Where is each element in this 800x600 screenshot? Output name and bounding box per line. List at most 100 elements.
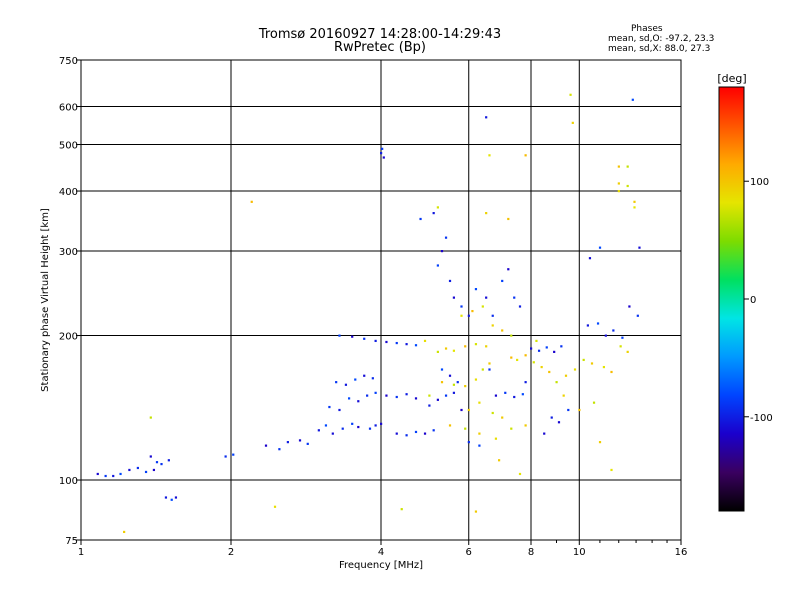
data-point-o xyxy=(119,472,122,476)
x-tick-label: 10 xyxy=(573,547,586,558)
axis-ticks: 1 2 4 6 8 10 16 75 100 200 300 400 500 600 750 xyxy=(59,56,687,558)
x-axis-label: Frequency [MHz] xyxy=(339,560,423,571)
data-point-o xyxy=(357,400,360,403)
data-point-o xyxy=(567,408,570,412)
data-point-o xyxy=(338,408,341,412)
data-point-x xyxy=(478,432,481,435)
data-point-o xyxy=(513,395,516,399)
colorbar-scale xyxy=(718,86,745,512)
data-point-o xyxy=(405,434,408,437)
data-point-o xyxy=(452,296,456,299)
data-point-o xyxy=(436,264,439,267)
data-point-x xyxy=(590,362,594,365)
data-point-o xyxy=(136,466,139,470)
data-point-x xyxy=(510,427,513,430)
data-point-x xyxy=(633,206,636,209)
data-point-x xyxy=(471,309,474,313)
colorbar-tick-label: -100 xyxy=(750,413,773,424)
data-point-o xyxy=(444,236,448,239)
data-point-o xyxy=(380,152,383,155)
data-point-x xyxy=(488,154,491,157)
data-point-o xyxy=(537,349,541,352)
data-point-o xyxy=(444,394,448,397)
data-point-x xyxy=(501,416,504,419)
data-point-o xyxy=(264,444,268,447)
data-point-x xyxy=(518,472,522,476)
data-point-x xyxy=(573,368,577,371)
data-point-o xyxy=(428,404,431,407)
data-point-x xyxy=(497,459,501,462)
data-point-o xyxy=(96,472,99,476)
data-point-x xyxy=(428,394,431,397)
phases-heading: Phases xyxy=(631,24,663,34)
data-point-o xyxy=(385,340,388,344)
data-point-x xyxy=(610,370,613,374)
data-point-o xyxy=(423,432,427,435)
data-point-x xyxy=(273,505,277,508)
data-point-o xyxy=(501,279,504,283)
data-point-x xyxy=(464,427,467,430)
data-point-o xyxy=(324,424,328,427)
data-point-x xyxy=(626,350,629,353)
data-point-o xyxy=(638,246,641,249)
data-point-x xyxy=(510,334,513,337)
colorbar-ticks: 100 0 -100 xyxy=(744,177,773,424)
data-point-o xyxy=(419,217,422,221)
x-tick-label: 1 xyxy=(78,547,84,558)
data-point-x xyxy=(444,347,448,350)
data-point-x xyxy=(626,184,629,188)
data-point-x xyxy=(485,212,488,215)
data-point-x xyxy=(478,401,481,404)
data-point-o xyxy=(448,279,452,283)
data-point-o xyxy=(306,442,309,445)
data-point-x xyxy=(535,339,538,343)
data-point-o xyxy=(382,156,385,159)
colorbar-tick-label: 100 xyxy=(750,177,769,188)
data-point-o xyxy=(351,422,354,425)
data-point-x xyxy=(569,93,572,96)
data-point-o xyxy=(485,116,488,119)
data-point-x xyxy=(619,345,622,348)
y-tick-label: 100 xyxy=(59,476,78,487)
data-point-o xyxy=(149,455,152,458)
data-point-x xyxy=(474,343,478,346)
data-point-o xyxy=(485,296,488,299)
data-point-x xyxy=(460,314,463,317)
data-point-o xyxy=(553,350,556,353)
data-point-o xyxy=(586,324,589,327)
data-point-o xyxy=(368,427,372,430)
data-point-x xyxy=(602,365,606,369)
data-point-o xyxy=(488,368,491,371)
data-point-x xyxy=(524,354,527,357)
colorbar: [deg] 100 0 -100 xyxy=(717,72,773,512)
data-point-x xyxy=(474,510,478,513)
data-point-x xyxy=(592,401,596,404)
data-point-o xyxy=(374,391,377,394)
data-point-o xyxy=(331,432,334,435)
data-point-o xyxy=(436,398,439,401)
data-point-o xyxy=(366,394,369,397)
chart-subtitle: RwPretec (Bp) xyxy=(333,40,427,55)
data-point-x xyxy=(571,121,574,124)
data-point-o xyxy=(560,345,563,348)
y-tick-label: 500 xyxy=(59,141,78,152)
data-point-x xyxy=(452,383,456,386)
data-point-o xyxy=(374,424,377,427)
x-tick-label: 4 xyxy=(378,547,384,558)
data-point-o xyxy=(518,305,522,308)
data-point-o xyxy=(278,448,281,451)
data-point-o xyxy=(612,329,615,332)
data-point-x xyxy=(491,411,494,415)
data-point-o xyxy=(456,381,459,384)
data-point-o xyxy=(351,335,354,338)
data-point-o xyxy=(328,405,331,409)
data-point-o xyxy=(224,455,227,458)
data-point-o xyxy=(467,314,470,317)
data-point-o xyxy=(550,416,553,419)
x-tick-label: 8 xyxy=(528,547,534,558)
data-point-o xyxy=(557,421,561,424)
data-point-o xyxy=(474,288,478,291)
data-point-o xyxy=(363,337,366,340)
data-point-o xyxy=(354,378,357,381)
